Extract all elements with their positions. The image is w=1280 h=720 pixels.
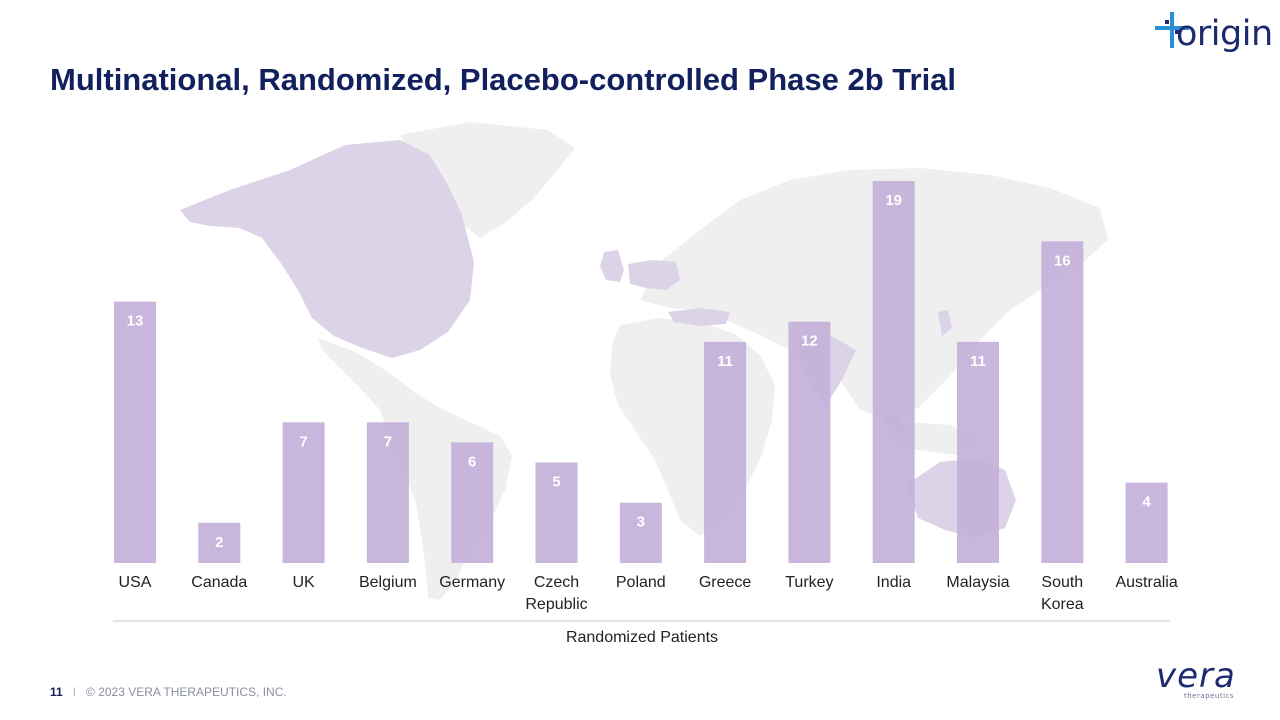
- data-label: 16: [1054, 252, 1071, 269]
- vera-logo-text: vera: [1156, 656, 1236, 696]
- bar-uk: [282, 422, 325, 563]
- bar-germany: [451, 442, 494, 563]
- x-axis-label: Randomized Patients: [566, 629, 718, 646]
- category-label: India: [876, 574, 911, 591]
- data-label: 11: [970, 353, 986, 370]
- footer: 11 I © 2023 VERA THERAPEUTICS, INC.: [50, 685, 287, 699]
- footer-separator: I: [72, 685, 77, 699]
- bar-malaysia: [957, 341, 999, 563]
- vera-logo-subtext: therapeutics: [1184, 692, 1235, 700]
- bar-south-korea: [1041, 241, 1084, 563]
- origin-cross-icon: [1155, 12, 1189, 48]
- category-label: Germany: [439, 574, 505, 591]
- data-label: 13: [127, 313, 144, 330]
- slide-title: Multinational, Randomized, Placebo-contr…: [50, 62, 957, 97]
- data-label: 6: [468, 453, 476, 470]
- bar-turkey: [788, 321, 831, 563]
- category-label: South: [1041, 574, 1083, 591]
- category-labels: USA Canada UK Belgium Germany Czech Republic Po…: [119, 574, 1178, 613]
- category-label: Czech: [534, 574, 579, 591]
- data-label: 3: [637, 514, 645, 531]
- origin-logo: origin: [1150, 6, 1273, 62]
- data-label: 19: [885, 192, 902, 209]
- bars: [114, 181, 1168, 563]
- data-label: 5: [552, 473, 560, 490]
- bar-australia: [1125, 482, 1168, 563]
- bar-greece: [704, 341, 747, 563]
- category-label: Korea: [1041, 596, 1084, 613]
- bar-belgium: [366, 422, 409, 563]
- category-label: Poland: [616, 574, 666, 591]
- data-labels: 13 2 7 7 6 5 3 11 12 19 11 16 4: [127, 192, 1152, 551]
- bar-czech-republic: [535, 462, 578, 563]
- data-label: 7: [384, 433, 392, 450]
- data-label: 2: [215, 534, 223, 551]
- category-label: Turkey: [785, 574, 833, 591]
- bar-india: [872, 181, 915, 563]
- category-label: Malaysia: [946, 574, 1009, 591]
- category-label: Belgium: [359, 574, 417, 591]
- category-label: USA: [119, 574, 152, 591]
- copyright-text: © 2023 VERA THERAPEUTICS, INC.: [86, 685, 287, 699]
- bar-canada: [198, 522, 241, 563]
- category-label: Canada: [191, 574, 247, 591]
- category-label: Greece: [699, 574, 752, 591]
- category-label: Republic: [525, 596, 587, 613]
- category-label: Australia: [1115, 574, 1177, 591]
- vera-logo: vera therapeutics: [1152, 656, 1242, 702]
- bar-usa: [114, 301, 156, 563]
- data-label: 12: [801, 333, 818, 350]
- bar-poland: [619, 502, 662, 563]
- page-number: 11: [50, 685, 63, 699]
- category-label: UK: [292, 574, 315, 591]
- data-label: 11: [717, 353, 733, 370]
- origin-logo-text: origin: [1176, 14, 1273, 54]
- data-label: 4: [1142, 494, 1151, 511]
- data-label: 7: [299, 433, 307, 450]
